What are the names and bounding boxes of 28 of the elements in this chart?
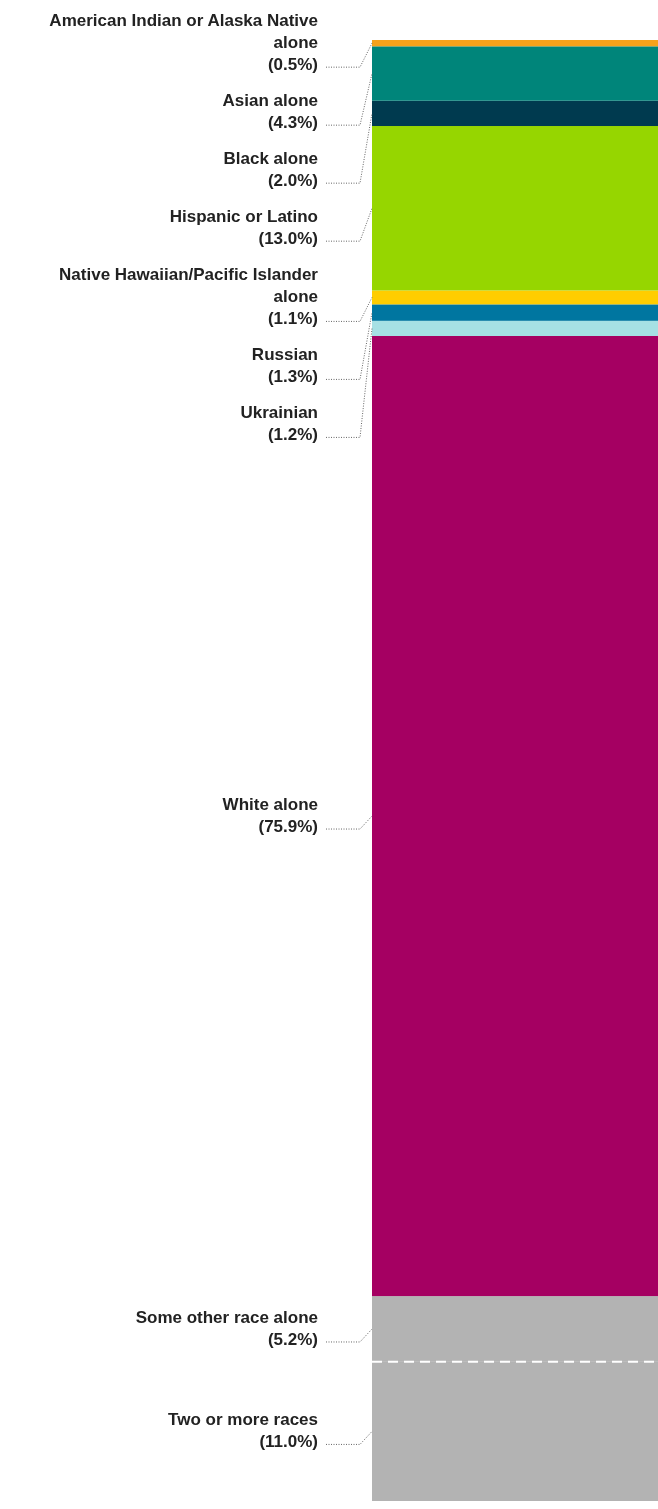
bar — [372, 290, 658, 305]
text: Ukrainian — [240, 403, 318, 423]
data-label: (75.9%) — [258, 817, 318, 837]
data-label: (11.0%) — [259, 1432, 318, 1452]
text: Some other race alone — [135, 1307, 318, 1327]
data-label: (1.2%) — [267, 425, 318, 445]
data-label: (1.1%) — [267, 309, 318, 329]
text: Black alone — [223, 149, 318, 169]
data-label: (0.5%) — [267, 55, 318, 75]
data-label: (4.3%) — [267, 113, 318, 133]
text: Hispanic or Latino — [169, 207, 318, 227]
data-label: (2.0%) — [267, 171, 318, 191]
data-label: (13.0%) — [258, 229, 318, 249]
bar — [372, 126, 658, 291]
bar — [372, 304, 658, 321]
bar — [372, 336, 658, 1297]
text: American Indian or Alaska Native alone — [49, 11, 318, 53]
text: Native Hawaiian/Pacific Islander alone — [59, 265, 319, 307]
text: Russian — [251, 345, 318, 365]
bar — [372, 46, 658, 101]
text: Asian alone — [222, 91, 318, 111]
text: Two or more races — [168, 1410, 318, 1430]
bar — [372, 40, 658, 47]
data-label: (5.2%) — [267, 1329, 318, 1349]
data-label: (1.3%) — [267, 367, 318, 387]
bar — [372, 320, 658, 336]
text: White alone — [222, 795, 318, 815]
bar — [372, 100, 658, 127]
